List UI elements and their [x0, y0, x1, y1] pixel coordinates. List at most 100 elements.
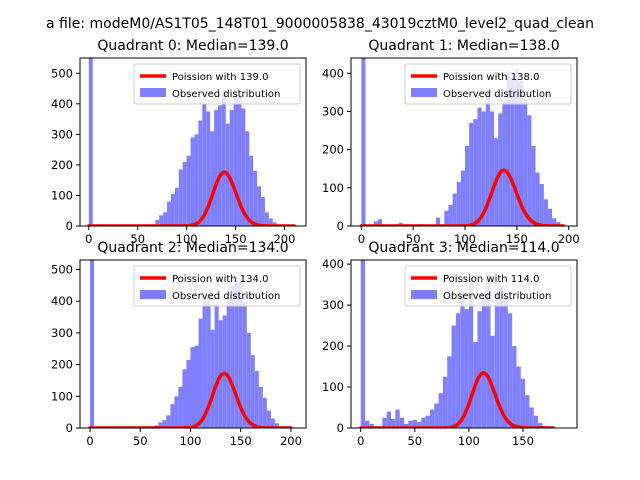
quadrant-2-bar [246, 332, 251, 428]
quadrant-3-bar [403, 423, 409, 428]
quadrant-0-bar [186, 155, 191, 226]
legend-frame [404, 265, 572, 307]
quadrant-1-bar [510, 77, 515, 226]
x-tick-label: 150 [225, 232, 247, 246]
quadrant-3-bar [429, 409, 435, 428]
quadrant-3-title: Quadrant 3: Median=114.0 [368, 240, 559, 256]
quadrant-0-bar [217, 105, 222, 226]
x-tick-label: 50 [130, 232, 145, 246]
quadrant-3-bar [408, 420, 413, 428]
legend-label-poisson: Poission with 134.0 [172, 274, 268, 285]
quadrant-2-bar [190, 347, 195, 428]
quadrant-3-bar [438, 393, 443, 428]
quadrant-3-bar [525, 395, 530, 428]
quadrant-0-bar [272, 222, 277, 226]
y-tick-label: 0 [66, 421, 73, 435]
quadrant-1-bar [448, 205, 453, 226]
quadrant-1-bar [543, 199, 548, 226]
quadrant-1-bar [502, 100, 507, 226]
x-tick-label: 100 [176, 232, 198, 246]
y-tick-label: 100 [51, 188, 73, 202]
quadrant-0-bar [198, 120, 203, 226]
quadrant-2-bar [230, 285, 235, 428]
quadrant-3-bar [468, 274, 474, 428]
quadrant-3-bar [512, 346, 517, 428]
quadrant-3-bar [416, 421, 422, 428]
legend-patch-swatch [411, 88, 437, 97]
y-tick-label: 400 [51, 97, 73, 111]
quadrant-0-bar [229, 109, 234, 226]
quadrant-0-bar [202, 103, 207, 226]
quadrant-3-panel: Quadrant 3: Median=114.0 0 50 100 150 0 100 20… [322, 240, 578, 448]
x-tick-label: 0 [85, 232, 92, 246]
y-tick-label: 200 [322, 339, 344, 353]
legend-label-observed: Observed distribution [443, 89, 551, 100]
quadrant-2-bar [214, 304, 219, 428]
quadrant-2-bar [182, 369, 187, 428]
y-tick-label: 200 [51, 358, 73, 372]
quadrant-0-bar [221, 90, 226, 226]
quadrant-0-bar [182, 161, 187, 226]
quadrant-2-bar [234, 280, 239, 428]
y-tick-label: 100 [322, 380, 344, 394]
quadrant-3-bar [507, 313, 513, 428]
y-tick-label: 200 [322, 143, 344, 157]
y-tick-label: 500 [51, 263, 73, 277]
x-tick-label: 0 [86, 434, 93, 448]
quadrant-1-bar [531, 145, 536, 226]
legend-patch-swatch [411, 290, 437, 299]
y-tick-label: 100 [322, 181, 344, 195]
quadrant-1-bar [477, 107, 482, 226]
y-tick-label: 400 [322, 257, 344, 271]
quadrant-3-bar [360, 260, 366, 428]
x-tick-label: 100 [454, 232, 476, 246]
quadrant-2-bar [206, 294, 211, 428]
legend-frame [133, 63, 301, 105]
x-tick-label: 150 [230, 434, 252, 448]
quadrant-1-bar [547, 208, 553, 226]
quadrant-2-poisson-line [88, 371, 293, 428]
quadrant-2-bar [198, 318, 203, 428]
quadrant-3-series [358, 260, 555, 428]
quadrant-0-bar [159, 215, 164, 226]
quadrant-3-bar [490, 335, 495, 428]
quadrant-1-bar [514, 69, 519, 226]
quadrant-0-plot: 0 50 100 150 200 0 100 200 300 400 500 Poission wit… [51, 57, 307, 246]
quadrant-2-bar [242, 301, 247, 428]
quadrant-1-bar [518, 80, 524, 226]
quadrant-2-bar [178, 386, 183, 428]
quadrant-1-legend: Poission with 138.0 Observed distribution [404, 63, 572, 105]
quadrant-1-bar [444, 210, 449, 226]
quadrant-2-bar [158, 422, 163, 428]
quadrant-0-bar [214, 109, 218, 226]
legend-label-poisson: Poission with 138.0 [443, 72, 539, 83]
quadrant-2-bar [238, 282, 243, 428]
quadrant-3-bar [516, 366, 521, 428]
y-tick-label: 400 [51, 294, 73, 308]
quadrant-1-bar [489, 111, 495, 226]
quadrant-3-bar [455, 313, 461, 428]
y-tick-label: 0 [66, 219, 73, 233]
quadrant-1-bar [473, 119, 478, 226]
quadrant-1-bar [469, 122, 474, 226]
quadrant-2-bar [258, 386, 263, 428]
quadrant-3-plot: 0 50 100 150 0 100 200 300 400 Poission with 114.… [322, 257, 578, 448]
legend-label-poisson: Poission with 114.0 [443, 274, 539, 285]
quadrant-3-bar [395, 409, 400, 428]
quadrant-2-bar [90, 260, 95, 428]
quadrant-0-bar [260, 196, 265, 226]
quadrant-0-bar [233, 90, 238, 226]
quadrant-2-bar [262, 397, 267, 428]
quadrant-0-bar [253, 171, 258, 226]
legend-patch-swatch [140, 290, 166, 299]
quadrant-3-bar [460, 290, 465, 428]
quadrant-3-bar [369, 423, 374, 428]
quadrant-0-poisson-line [87, 170, 297, 226]
x-tick-label: 200 [280, 434, 302, 448]
x-tick-label: 100 [458, 434, 480, 448]
y-tick-label: 300 [51, 127, 73, 141]
quadrant-2-bar [186, 359, 191, 428]
quadrant-0-bar [190, 137, 195, 226]
x-tick-label: 50 [407, 434, 422, 448]
quadrant-3-bar [447, 356, 452, 428]
